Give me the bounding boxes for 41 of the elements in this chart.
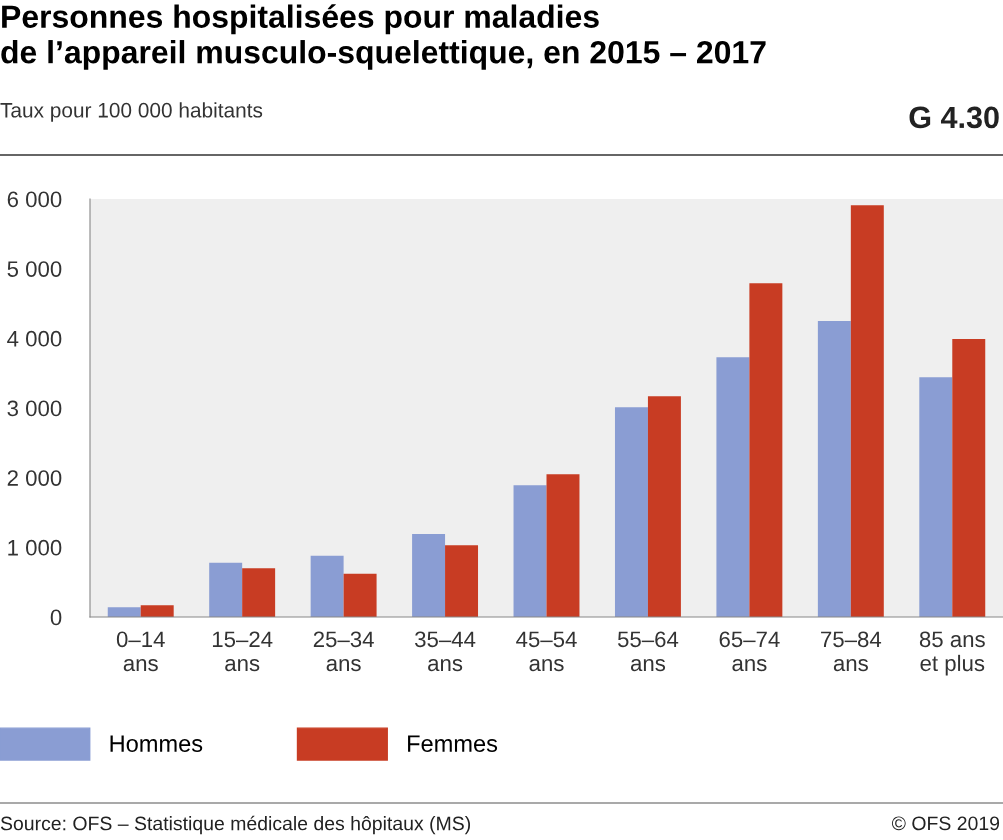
bar	[749, 283, 783, 617]
bar	[614, 407, 648, 617]
text: G 4.30	[909, 106, 999, 129]
chart-subtitle: Taux pour 100 000 habitants	[0, 102, 263, 122]
bar	[209, 562, 243, 617]
legend-label: Hommes	[110, 735, 203, 752]
x-tick-label: 15–24 ans	[212, 631, 273, 672]
bar	[716, 357, 750, 617]
bar	[513, 485, 547, 617]
chart-title: Personnes hospitalisées pour maladies de l’appareil musculo-squelettique, en 2015 – 2017	[1, 4, 766, 70]
bar	[445, 545, 479, 617]
source-note: Source: OFS – Statistique médicale des hôpitaux (MS)	[0, 815, 470, 835]
bar	[817, 320, 851, 617]
bar	[952, 339, 986, 617]
x-tick-label: 45–54 ans	[516, 631, 577, 672]
bar	[919, 377, 953, 617]
y-tick-label: 1 000	[8, 539, 62, 556]
x-tick-label: 55–64 ans	[617, 631, 679, 672]
bar	[850, 205, 884, 617]
x-tick-label: 35–44 ans	[415, 631, 476, 672]
x-tick-label: 0–14 ans	[116, 631, 165, 672]
y-tick-label: 2 000	[7, 470, 62, 486]
bar	[310, 555, 344, 617]
y-tick-label: 4 000	[7, 330, 62, 347]
y-tick-label: 0	[50, 609, 62, 626]
y-tick-label: 3 000	[7, 400, 62, 417]
x-tick-label: 75–84 ans	[821, 631, 882, 672]
bar	[546, 474, 580, 617]
y-tick-label: 6 000	[7, 191, 62, 208]
bar	[647, 396, 681, 617]
bar	[242, 568, 276, 617]
x-tick-label: 65–74 ans	[719, 631, 780, 672]
bar	[412, 534, 446, 617]
bar	[140, 605, 174, 617]
bar	[107, 607, 141, 617]
x-tick-label: 25–34 ans	[313, 631, 374, 672]
y-tick-label: 5 000	[7, 261, 62, 277]
legend-label: Femmes	[408, 735, 498, 752]
text: © OFS 2019	[891, 816, 1000, 831]
x-tick-label: 85 ans et plus	[919, 631, 985, 676]
bar	[343, 573, 377, 617]
